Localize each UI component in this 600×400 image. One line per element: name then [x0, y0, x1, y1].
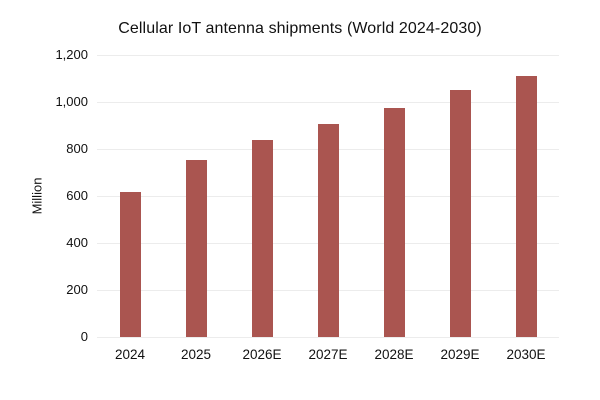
bar-2029E: [449, 90, 471, 337]
bar-2026E: [251, 139, 273, 337]
y-tick-label: 400: [66, 235, 88, 250]
x-tick-label: 2030E: [506, 347, 546, 362]
y-tick-label: 800: [66, 141, 88, 156]
bar-2028E: [383, 107, 405, 337]
gridline: [97, 337, 559, 338]
y-tick-label: 600: [66, 188, 88, 203]
x-tick-label: 2029E: [440, 347, 480, 362]
bar-2024: [119, 192, 141, 337]
gridline: [97, 55, 559, 56]
y-tick-label: 1,200: [55, 47, 88, 62]
bar-2030E: [515, 76, 537, 337]
bar-2025: [185, 159, 207, 337]
x-tick-label: 2025: [180, 347, 212, 362]
y-tick-label: 1,000: [55, 94, 88, 109]
y-tick-label: 200: [66, 282, 88, 297]
x-tick-label: 2027E: [308, 347, 348, 362]
gridline: [97, 102, 559, 103]
y-tick-label: 0: [80, 329, 88, 344]
plot-area: [97, 55, 559, 338]
chart-title: Cellular IoT antenna shipments (World 20…: [118, 20, 482, 37]
x-tick-label: 2024: [114, 347, 146, 362]
x-tick-label: 2026E: [242, 347, 282, 362]
x-tick-label: 2028E: [374, 347, 414, 362]
bar-2027E: [317, 124, 339, 337]
